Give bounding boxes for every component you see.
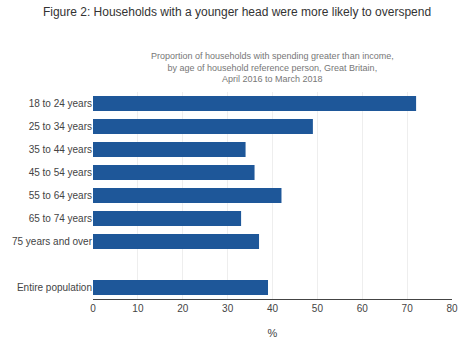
svg-text:60: 60 [357, 303, 369, 314]
svg-text:Proportion of households with: Proportion of households with spending g… [151, 51, 394, 84]
svg-text:30: 30 [222, 303, 234, 314]
svg-text:0: 0 [90, 303, 96, 314]
svg-text:Figure 2: Households with a yo: Figure 2: Households with a younger head… [43, 5, 431, 19]
svg-text:40: 40 [267, 303, 279, 314]
svg-text:20: 20 [177, 303, 189, 314]
svg-text:35 to 44 years: 35 to 44 years [29, 144, 92, 155]
svg-text:80: 80 [446, 303, 458, 314]
svg-text:50: 50 [312, 303, 324, 314]
svg-text:18 to 24 years: 18 to 24 years [29, 98, 92, 109]
svg-text:75 years and over: 75 years and over [12, 236, 93, 247]
svg-text:Entire population: Entire population [17, 282, 92, 293]
svg-text:70: 70 [402, 303, 414, 314]
svg-text:%: % [268, 327, 278, 339]
svg-text:45 to 54 years: 45 to 54 years [29, 167, 92, 178]
svg-text:10: 10 [132, 303, 144, 314]
svg-text:65 to 74 years: 65 to 74 years [29, 213, 92, 224]
svg-text:25 to 34 years: 25 to 34 years [29, 121, 92, 132]
svg-text:55 to 64 years: 55 to 64 years [29, 190, 92, 201]
